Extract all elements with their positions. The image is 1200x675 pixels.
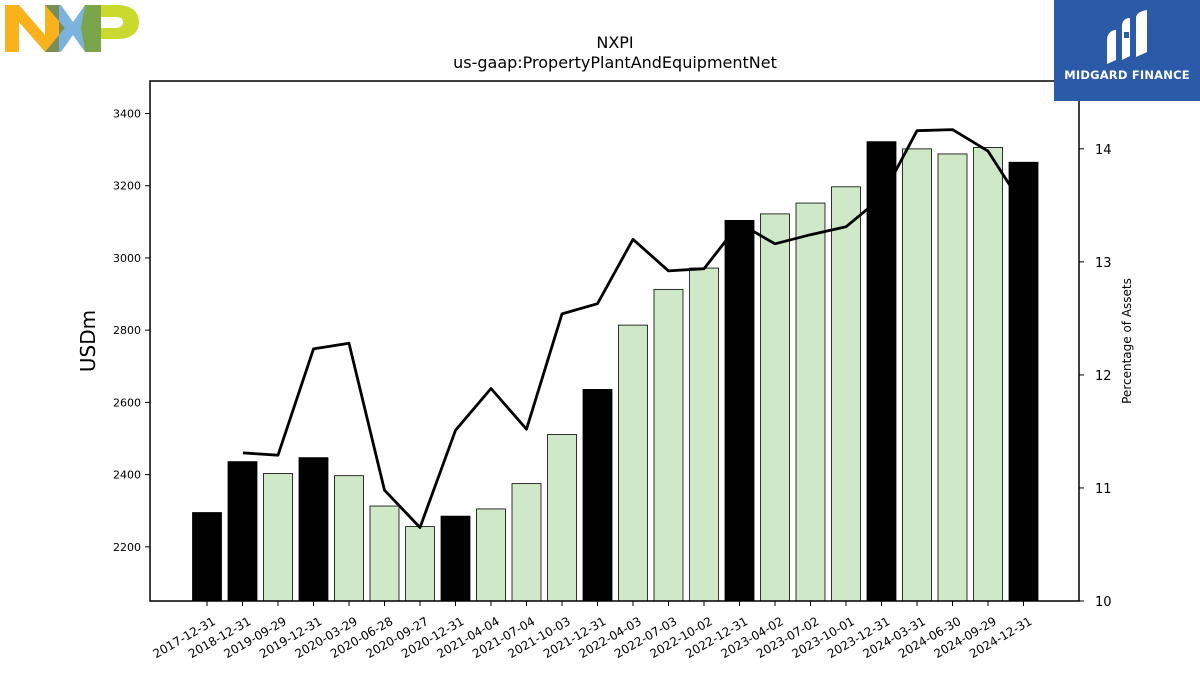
- bar-2022-04-03: [618, 324, 648, 602]
- bar-2024-03-31: [902, 148, 932, 602]
- y2-axis-ticks: 10 11 12 13 14: [1079, 143, 1112, 610]
- y-tick-label: 2200: [113, 541, 141, 554]
- bar-group: [192, 141, 1039, 602]
- bar-2024-12-31: [1008, 161, 1039, 602]
- bar-2020-09-27: [405, 526, 435, 602]
- bar-2024-09-29: [973, 147, 1003, 602]
- y-tick-label: 3400: [113, 108, 141, 121]
- bar-2019-09-29: [263, 473, 293, 602]
- y2-axis-label: Percentage of Assets: [1120, 278, 1134, 404]
- y-tick-label: 3200: [113, 180, 141, 193]
- bar-2019-12-31: [298, 457, 329, 602]
- plot-frame: [149, 80, 1080, 602]
- percentage-of-assets-line: [242, 128, 1025, 529]
- bar-2023-07-02: [795, 202, 826, 602]
- x-axis-ticks: 2017-12-312018-12-312019-09-292019-12-31…: [150, 601, 1034, 661]
- y2-tick-label: 14: [1095, 143, 1112, 158]
- chart-title: NXPI: [596, 33, 633, 52]
- bar-2022-07-03: [653, 288, 684, 602]
- bar-2021-07-04: [511, 483, 542, 602]
- nxp-logo-overlap-shape: [45, 5, 65, 52]
- y-tick-label: 2800: [113, 324, 141, 337]
- y2-tick-label: 11: [1095, 482, 1112, 497]
- y-tick-label: 2400: [113, 469, 141, 482]
- bar-2020-12-31: [440, 515, 471, 602]
- bar-2023-10-01: [831, 186, 861, 602]
- bar-2021-12-31: [582, 388, 613, 602]
- nxp-logo: [5, 5, 140, 57]
- bar-2020-03-29: [334, 475, 364, 602]
- bar-2020-06-28: [369, 505, 400, 602]
- bar-2023-12-31: [866, 141, 897, 602]
- y-tick-label: 2600: [113, 396, 141, 409]
- bar-2018-12-31: [227, 461, 258, 602]
- bar-2021-10-03: [547, 434, 577, 602]
- nxp-logo-n-shape: [5, 5, 59, 52]
- bar-2022-12-31: [724, 219, 755, 602]
- bar-2023-04-02: [760, 213, 790, 602]
- midgard-emblem-icon: [1107, 10, 1147, 64]
- y2-tick-label: 10: [1095, 595, 1112, 610]
- y2-tick-label: 12: [1095, 369, 1112, 384]
- y-axis-label: USDm: [76, 310, 100, 372]
- midgard-finance-wordmark: MIDGARD FINANCE: [1064, 68, 1190, 82]
- bar-2024-06-30: [937, 153, 968, 602]
- chart-subtitle: us-gaap:PropertyPlantAndEquipmentNet: [453, 53, 777, 72]
- y2-tick-label: 13: [1095, 256, 1112, 271]
- nxp-logo-p-overlap: [81, 5, 101, 52]
- midgard-finance-logo: MIDGARD FINANCE: [1054, 0, 1200, 101]
- bar-2022-10-02: [689, 267, 719, 602]
- bar-2017-12-31: [192, 512, 222, 602]
- y-axis-ticks: 2200 2400 2600 2800 3000 3200 3400: [113, 108, 150, 554]
- y-tick-label: 3000: [113, 252, 141, 265]
- bar-2021-04-04: [476, 508, 506, 602]
